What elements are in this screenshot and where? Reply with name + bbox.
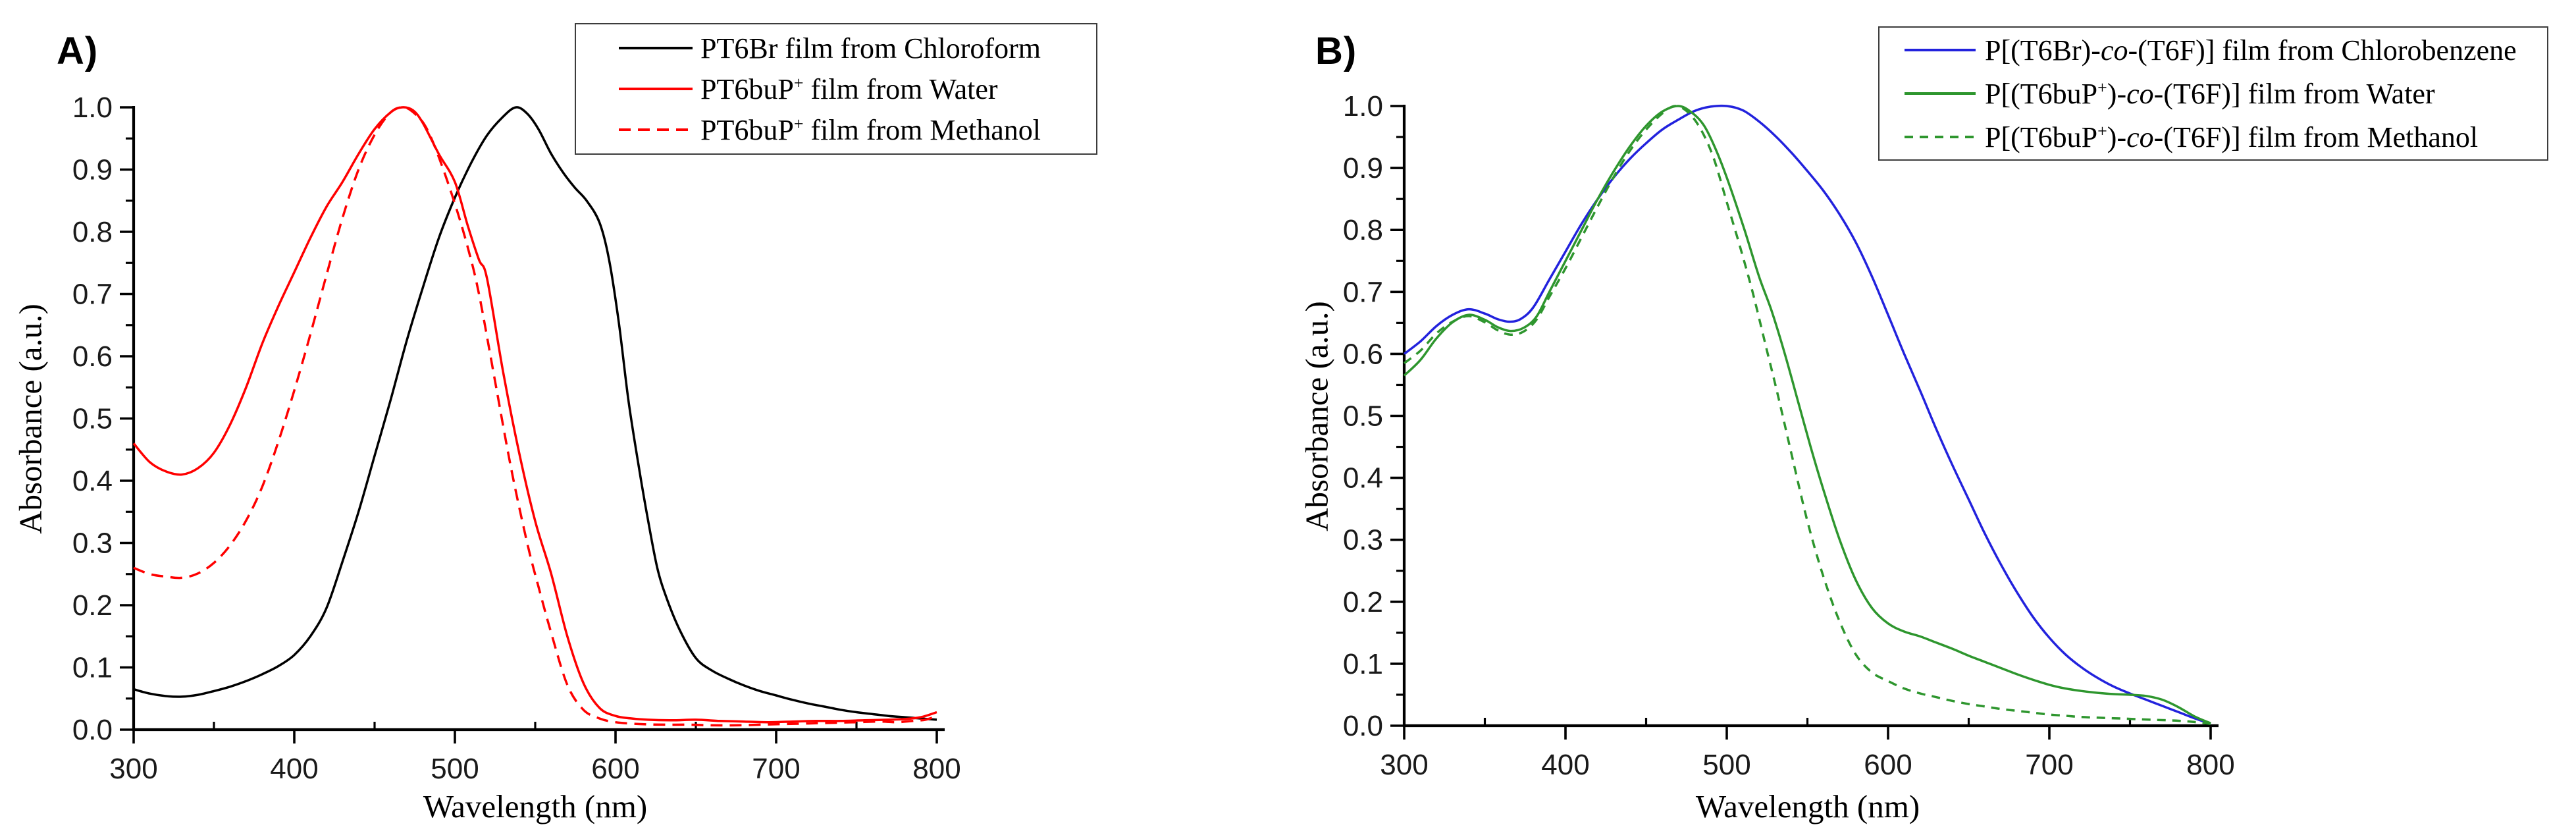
panel-a-x-axis-title: Wavelength (nm) [423,788,648,824]
y-tick-label: 0.8 [1343,214,1383,246]
legend-item: P[(T6Br)-co-(T6F)] film from Chlorobenze… [1905,28,2547,72]
y-tick-label: 0.0 [1343,710,1383,742]
series-p-t6bup-co-t6f-film-water [1403,105,2211,724]
legend-label: PT6buP+ film from Methanol [700,113,1041,146]
legend-item: P[(T6buP+)-co-(T6F)] film from Water [1905,72,2547,115]
y-tick-label: 0.9 [1343,152,1383,184]
legend-item: P[(T6buP+)-co-(T6F)] film from Methanol [1905,115,2547,159]
x-tick-label: 600 [591,753,639,785]
panel-a-label: A) [57,30,99,72]
legend-item: PT6buP+ film from Water [619,68,1096,109]
legend-line-solid-blue-icon [1905,49,1976,51]
legend-line-solid-green-icon [1905,92,1976,95]
x-tick-label: 600 [1864,749,1912,781]
legend-line-dashed-green-icon [1905,136,1976,138]
x-tick-label: 300 [1380,749,1428,781]
x-tick-label: 800 [2186,749,2234,781]
y-tick-label: 0.1 [72,652,113,684]
series-p-t6br-co-t6f-film-chlorobenzene [1403,104,2211,725]
panel-a-chart: 300 400 500 600 700 800 0.0 0.1 0.2 0.3 0.4 0.5 0.6 0… [72,92,961,785]
series-pt6bup-film-methanol [133,106,937,727]
x-tick-label: 800 [912,753,960,785]
legend-label: PT6Br film from Chloroform [700,32,1041,65]
panel-b-legend: P[(T6Br)-co-(T6F)] film from Chlorobenze… [1878,26,2548,161]
series-pt6br-film-chloroform [133,106,937,721]
legend-label: P[(T6buP+)-co-(T6F)] film from Water [1985,77,2435,110]
legend-item: PT6Br film from Chloroform [619,28,1096,68]
y-tick-label: 1.0 [1343,90,1383,122]
panel-a: 300 400 500 600 700 800 0.0 0.1 0.2 0.3 0.4 0.5 0.6 0… [12,23,1097,824]
series-p-t6bup-co-t6f-film-methanol [1403,105,2211,725]
y-tick-label: 0.7 [1343,276,1383,308]
y-tick-label: 0.6 [72,340,113,373]
y-tick-label: 0.0 [72,714,113,746]
y-tick-label: 0.4 [72,465,113,497]
x-tick-label: 700 [752,753,800,785]
y-tick-label: 0.2 [72,589,113,622]
y-tick-label: 0.3 [1343,524,1383,556]
x-tick-label: 500 [431,753,479,785]
y-tick-label: 0.9 [72,154,113,186]
y-tick-label: 0.2 [1343,586,1383,618]
legend-label: P[(T6buP+)-co-(T6F)] film from Methanol [1985,121,2479,153]
legend-label: PT6buP+ film from Water [700,72,998,105]
x-tick-label: 300 [109,753,157,785]
panel-b-chart: 300 400 500 600 700 800 0.0 0.1 0.2 0.3 0.4 0.5 0.6 0… [1343,90,2235,781]
panel-b-label: B) [1315,30,1357,72]
legend-line-solid-red-icon [619,88,693,90]
y-tick-label: 0.3 [72,527,113,560]
legend-label: P[(T6Br)-co-(T6F)] film from Chlorobenze… [1985,34,2517,67]
y-tick-label: 0.4 [1343,462,1383,495]
y-tick-label: 0.1 [1343,648,1383,680]
x-tick-label: 700 [2025,749,2073,781]
panel-b-y-axis-title: Absorbance (a.u.) [1298,301,1335,531]
legend-line-dashed-red-icon [619,128,693,131]
y-tick-label: 1.0 [72,92,113,124]
y-tick-label: 0.5 [72,403,113,435]
y-tick-label: 0.6 [1343,338,1383,370]
x-tick-label: 400 [1541,749,1589,781]
y-tick-label: 0.5 [1343,400,1383,433]
panel-a-y-axis-title: Absorbance (a.u.) [12,304,49,534]
legend-line-solid-black-icon [619,47,693,49]
panel-b-x-axis-title: Wavelength (nm) [1695,788,1920,824]
y-tick-label: 0.7 [72,279,113,311]
panel-b: 300 400 500 600 700 800 0.0 0.1 0.2 0.3 0.4 0.5 0.6 0… [1288,0,2576,837]
y-tick-label: 0.8 [72,216,113,248]
series-pt6bup-film-water [132,106,937,724]
x-tick-label: 400 [270,753,318,785]
legend-item: PT6buP+ film from Methanol [619,109,1096,150]
panel-a-legend: PT6Br film from Chloroform PT6buP+ film … [575,23,1097,155]
x-tick-label: 500 [1702,749,1750,781]
